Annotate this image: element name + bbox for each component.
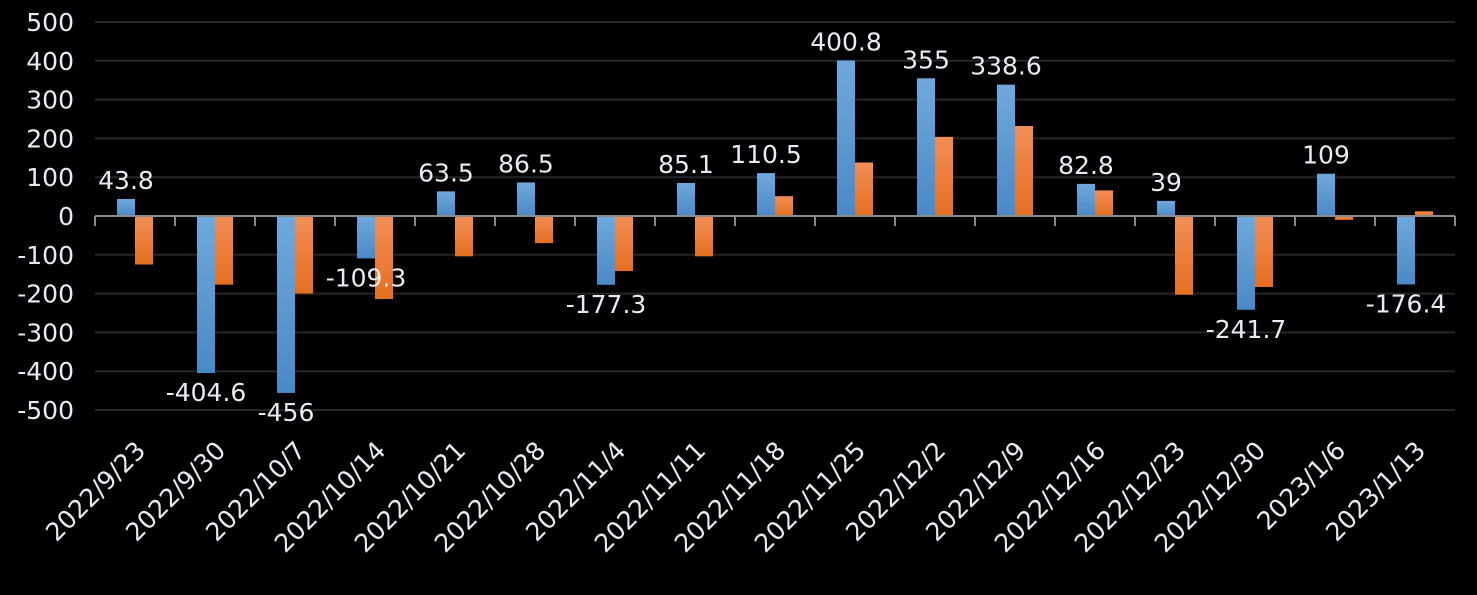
data-label: -176.4	[1366, 289, 1447, 318]
data-label: 110.5	[730, 140, 802, 169]
bar-series-1	[437, 191, 455, 216]
bar-series-1	[997, 84, 1015, 216]
bar-series-2	[775, 196, 793, 216]
data-label: 355	[902, 45, 950, 74]
data-label: -456	[258, 398, 315, 427]
data-label: 63.5	[418, 158, 474, 187]
bar-series-1	[1397, 216, 1415, 285]
y-tick-label: 100	[26, 163, 74, 192]
y-tick-label: -200	[17, 280, 74, 309]
bar-series-2	[615, 216, 633, 272]
bar-series-2	[1175, 216, 1193, 295]
data-label: 338.6	[970, 52, 1042, 81]
bar-series-2	[1255, 216, 1273, 288]
data-labels: 43.8 -404.6 -456 -109.3 63.5 86.5 -177.3 85.1 11…	[98, 27, 1446, 426]
data-label: -404.6	[166, 378, 247, 407]
bar-series-2	[1015, 125, 1033, 216]
y-tick-label: -300	[17, 318, 74, 347]
y-tick-label: -100	[17, 241, 74, 270]
bar-series-1	[1077, 183, 1095, 216]
bar-series-2	[1095, 190, 1113, 216]
bar-series-2	[135, 216, 153, 265]
bar-series-2	[455, 216, 473, 257]
y-axis: 500 400 300 200 100 0 -100 -200 -300 -400 -500	[17, 8, 74, 425]
bar-series-1	[757, 173, 775, 216]
bar-series-2	[375, 216, 393, 300]
bars	[117, 60, 1433, 393]
bar-series-1	[357, 216, 375, 259]
y-tick-label: -500	[17, 396, 74, 425]
y-tick-label: 400	[26, 47, 74, 76]
bar-series-1	[1317, 173, 1335, 216]
bar-series-2	[695, 216, 713, 257]
y-tick-label: 0	[58, 202, 74, 231]
data-label: 85.1	[658, 150, 714, 179]
data-label: 82.8	[1058, 151, 1114, 180]
bar-series-2	[215, 216, 233, 285]
y-tick-label: 300	[26, 86, 74, 115]
bar-series-1	[517, 182, 535, 216]
bar-series-2	[1415, 211, 1433, 216]
data-label: 400.8	[810, 27, 882, 56]
data-label: -177.3	[566, 290, 647, 319]
bar-series-1	[917, 78, 935, 216]
data-label: 86.5	[498, 149, 554, 178]
bar-series-2	[295, 216, 313, 294]
data-label: 39	[1150, 168, 1182, 197]
bar-series-1	[277, 216, 295, 393]
bar-series-2	[535, 216, 553, 244]
y-tick-label: 200	[26, 124, 74, 153]
bar-series-1	[117, 199, 135, 216]
bar-series-1	[597, 216, 615, 285]
bar-series-1	[677, 182, 695, 216]
bar-series-2	[935, 136, 953, 216]
data-label: -109.3	[326, 263, 407, 292]
bar-series-1	[837, 60, 855, 217]
bar-series-2	[855, 162, 873, 216]
y-tick-label: 500	[26, 8, 74, 37]
data-label: 109	[1302, 141, 1350, 170]
bar-series-2	[1335, 216, 1353, 220]
data-label: 43.8	[98, 166, 154, 195]
y-tick-label: -400	[17, 357, 74, 386]
bar-series-1	[1237, 216, 1255, 310]
bar-series-1	[1157, 200, 1175, 216]
bar-series-1	[197, 216, 215, 373]
data-label: -241.7	[1206, 315, 1287, 344]
